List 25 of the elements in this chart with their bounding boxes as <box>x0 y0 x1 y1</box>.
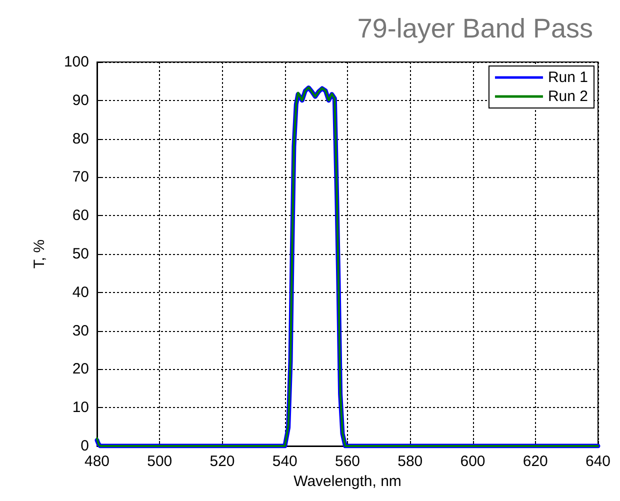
y-tick-label: 50 <box>72 246 89 262</box>
x-tick-label: 540 <box>272 453 298 470</box>
x-tick-label: 480 <box>84 453 110 470</box>
y-tick-label: 10 <box>72 399 89 416</box>
x-tick-label: 640 <box>585 453 611 470</box>
x-axis-title: Wavelength, nm <box>294 472 402 490</box>
y-axis-title: T, % <box>31 239 48 269</box>
legend-label: Run 1 <box>548 69 588 86</box>
y-tick-label: 30 <box>72 322 89 340</box>
chart-title: 79-layer Band Pass <box>357 14 593 44</box>
y-tick-label: 60 <box>72 207 89 224</box>
y-tick-label: 70 <box>72 168 89 186</box>
y-tick-label: 20 <box>72 360 89 378</box>
x-tick-label: 580 <box>398 453 423 470</box>
y-tick-label: 0 <box>80 438 89 454</box>
x-tick-label: 560 <box>334 453 360 470</box>
y-tick-label: 100 <box>64 54 89 70</box>
x-tick-label: 500 <box>147 453 172 470</box>
x-tick-label: 520 <box>210 453 235 470</box>
legend-label: Run 2 <box>548 88 588 105</box>
x-tick-label: 620 <box>522 453 548 470</box>
y-tick-label: 90 <box>72 92 89 109</box>
y-tick-label: 80 <box>72 130 89 148</box>
x-tick-label: 600 <box>460 453 486 470</box>
y-tick-label: 40 <box>72 284 89 301</box>
